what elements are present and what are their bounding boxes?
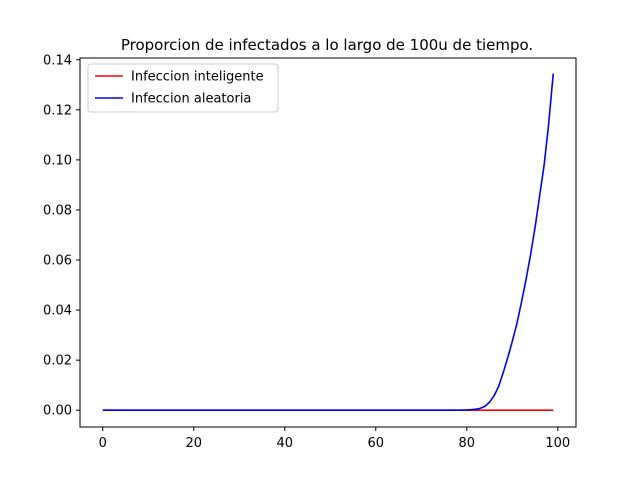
x-tick-label: 60 — [368, 436, 385, 451]
series-lines — [102, 73, 555, 412]
legend: Infeccion inteligente Infeccion aleatoria — [87, 63, 279, 113]
y-tick-label: 0.08 — [43, 203, 72, 218]
plot-area-frame — [79, 57, 577, 428]
y-tick-label: 0.00 — [43, 404, 72, 419]
y-tick-label: 0.02 — [43, 354, 72, 369]
series-line-2 — [102, 73, 555, 412]
x-axis-ticks: 0 20 40 60 80 100 — [99, 427, 570, 451]
legend-label-1: Infeccion inteligente — [131, 70, 264, 85]
x-tick-label: 80 — [459, 436, 476, 451]
x-tick-label: 100 — [545, 436, 570, 451]
x-tick-label: 40 — [276, 436, 293, 451]
legend-box — [87, 63, 279, 113]
chart-title: Proporcion de infectados a lo largo de 1… — [121, 36, 533, 54]
y-tick-label: 0.12 — [43, 103, 72, 118]
y-axis-ticks: 0.00 0.02 0.04 0.06 0.08 0.10 0.12 0.14 — [43, 53, 80, 419]
y-tick-label: 0.04 — [43, 304, 72, 319]
x-tick-label: 0 — [99, 436, 107, 451]
y-tick-label: 0.14 — [43, 53, 72, 68]
y-tick-label: 0.06 — [43, 254, 72, 269]
y-tick-label: 0.10 — [43, 153, 72, 168]
x-tick-label: 20 — [185, 436, 202, 451]
legend-label-2: Infeccion aleatoria — [131, 92, 251, 107]
